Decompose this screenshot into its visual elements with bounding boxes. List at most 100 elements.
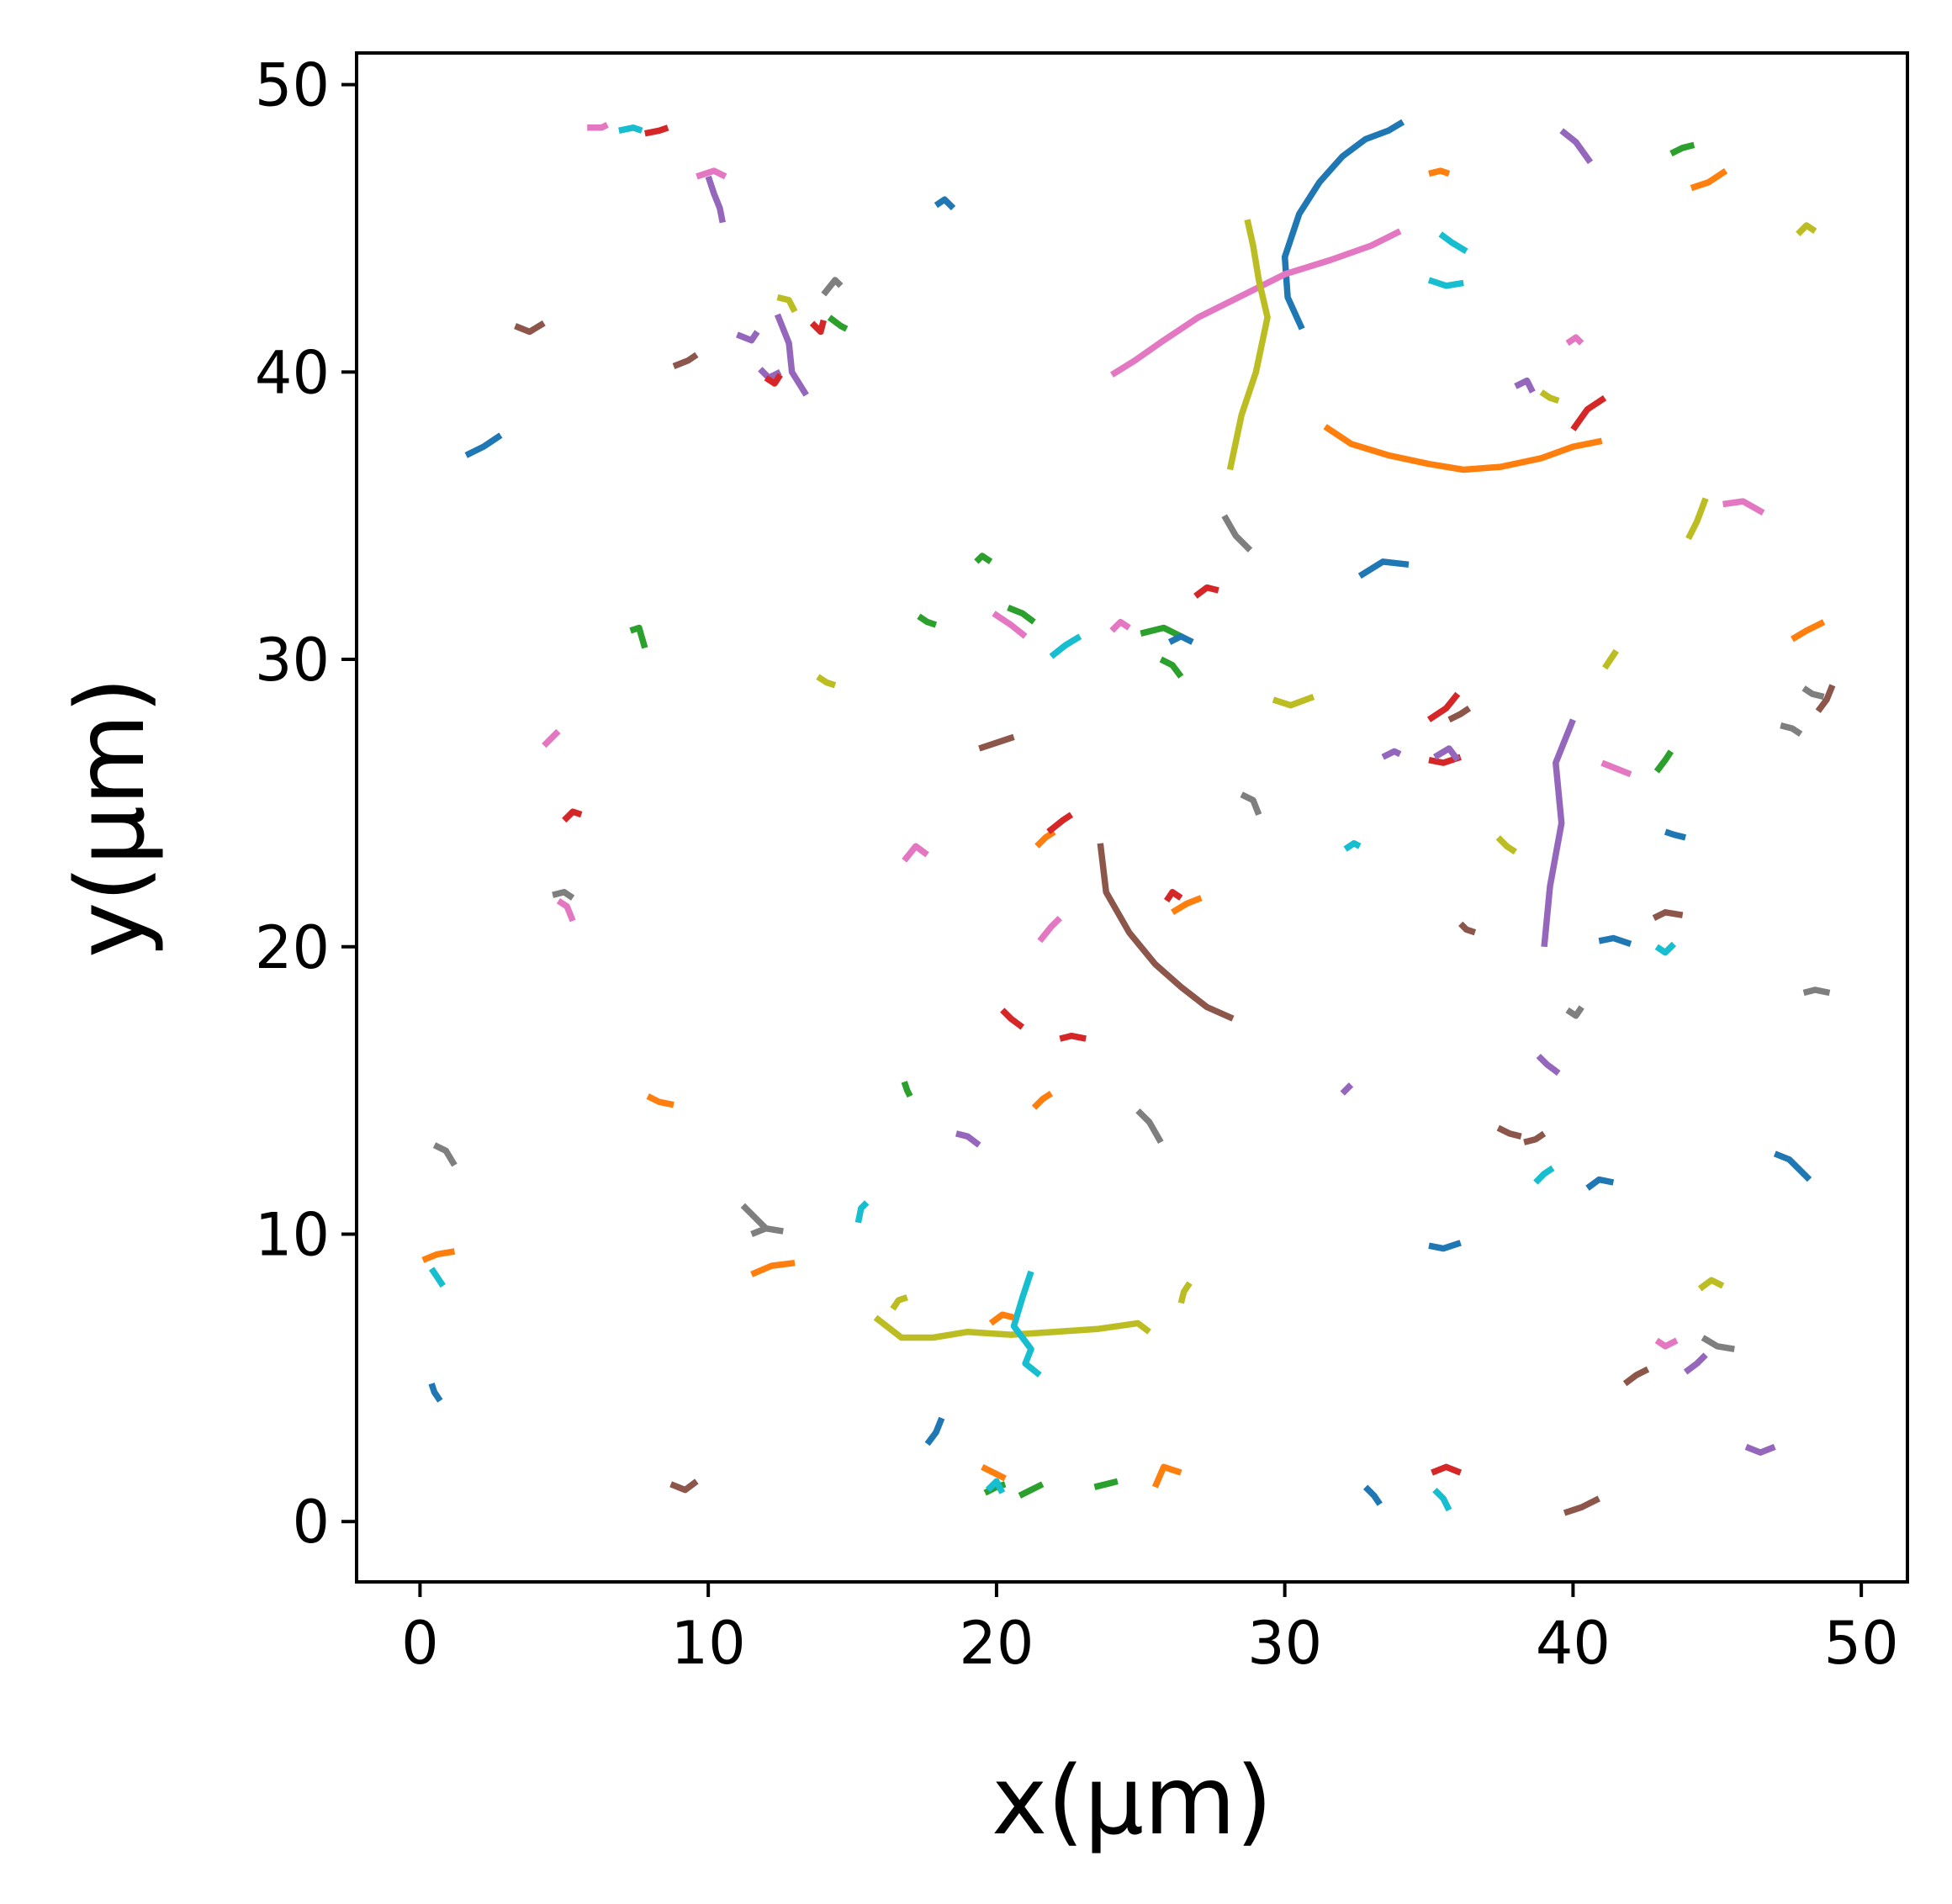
x-tick-label: 40 (1536, 1609, 1611, 1678)
trajectory-64 (1790, 619, 1826, 643)
trajectory-106 (854, 1200, 870, 1224)
trajectory-6 (873, 1314, 1151, 1341)
trajectory-53 (542, 728, 561, 748)
y-tick-label: 30 (255, 626, 330, 695)
trajectory-122 (669, 1478, 699, 1494)
trajectory-3 (1323, 424, 1603, 473)
trajectory-72 (1034, 828, 1056, 849)
trajectory-80 (1652, 909, 1684, 921)
trajectory-62 (1600, 759, 1632, 778)
trajectory-75 (1037, 915, 1062, 944)
y-tick-label: 40 (255, 338, 330, 407)
trajectory-41 (974, 553, 993, 565)
trajectory-97 (1533, 1165, 1555, 1185)
trajectory-36 (1685, 497, 1709, 541)
trajectory-22 (764, 373, 783, 387)
trajectory-55 (1240, 791, 1262, 816)
trajectory-10 (587, 122, 609, 131)
trajectory-2 (1226, 219, 1271, 471)
x-tick-label: 30 (1247, 1609, 1322, 1678)
trajectory-35 (1570, 394, 1607, 431)
trajectory-83 (1664, 828, 1687, 841)
y-axis: 0 10 20 30 40 50 (255, 51, 357, 1557)
trajectory-47 (1140, 624, 1182, 640)
trajectory-77 (1171, 895, 1203, 916)
plot-frame (355, 51, 1909, 1584)
trajectory-56 (1426, 691, 1461, 722)
trajectory-50 (629, 624, 648, 649)
trajectory-117 (924, 1416, 945, 1447)
trajectory-57 (1447, 705, 1472, 723)
trajectory-115 (1622, 1366, 1650, 1387)
x-tick-label: 50 (1824, 1609, 1899, 1678)
trajectory-9 (705, 175, 726, 224)
trajectory-7 (1010, 1270, 1042, 1378)
trajectory-100 (432, 1142, 458, 1167)
trajectory-118 (981, 1463, 1007, 1482)
trajectory-123 (1093, 1478, 1119, 1490)
trajectory-28 (1559, 128, 1594, 165)
trajectory-66 (1815, 684, 1836, 713)
trajectory-19 (514, 320, 546, 336)
trajectory-11 (618, 124, 643, 134)
trajectory-127 (1432, 1487, 1452, 1512)
trajectory-4 (1541, 718, 1576, 948)
trajectory-42 (917, 613, 938, 628)
trajectory-94 (1536, 1053, 1561, 1076)
trajectory-86 (1000, 1008, 1025, 1030)
trajectory-120 (985, 1478, 1006, 1494)
trajectory-93 (1340, 1082, 1354, 1096)
trajectory-87 (1059, 1032, 1087, 1042)
y-tick-label: 20 (255, 913, 330, 982)
y-tick-label: 0 (292, 1488, 330, 1557)
trajectory-33 (1514, 377, 1536, 394)
trajectory-29 (1669, 141, 1695, 156)
trajectory-71 (902, 843, 929, 863)
trajectory-111 (1697, 1277, 1725, 1292)
x-tick-label: 10 (671, 1609, 746, 1678)
y-tick-label: 50 (255, 51, 330, 120)
trajectory-25 (1428, 167, 1451, 177)
trajectory-8 (774, 313, 809, 397)
trajectory-32 (1565, 334, 1584, 346)
trajectory-88 (901, 1081, 913, 1098)
trajectory-63 (1653, 749, 1674, 774)
trajectory-128 (1563, 1495, 1600, 1516)
trajectory-125 (1362, 1484, 1383, 1506)
trajectory-102 (428, 1267, 446, 1288)
trajectory-129 (1744, 1443, 1776, 1456)
trajectory-98 (1585, 1176, 1615, 1191)
trajectory-49 (1159, 656, 1184, 679)
trajectory-26 (1438, 231, 1468, 255)
trajectory-91 (955, 1130, 981, 1148)
trajectory-31 (1796, 222, 1817, 236)
trajectory-38 (1221, 514, 1253, 553)
trajectory-113 (1701, 1335, 1735, 1352)
trajectory-105 (750, 1259, 796, 1277)
trajectory-16 (821, 277, 844, 297)
trajectory-30 (1690, 167, 1728, 192)
trajectory-104 (750, 1224, 784, 1237)
trajectory-39 (1357, 558, 1410, 579)
trajectory-37 (1722, 498, 1765, 516)
trajectory-121 (1018, 1481, 1045, 1499)
trajectory-23 (672, 352, 699, 369)
y-tick-label: 10 (255, 1201, 330, 1270)
trajectory-48 (1167, 632, 1194, 645)
trajectory-70 (556, 897, 576, 923)
trajectory-54 (978, 733, 1015, 752)
trajectory-69 (552, 889, 575, 901)
trajectory-103 (740, 1203, 769, 1231)
trajectory-44 (992, 611, 1028, 639)
trajectory-109 (1177, 1281, 1193, 1304)
x-tick-label: 20 (959, 1609, 1034, 1678)
trajectory-126 (1431, 1463, 1463, 1476)
trajectory-89 (646, 1093, 674, 1108)
trajectory-46 (1109, 618, 1131, 633)
trajectory-95 (1496, 1124, 1522, 1140)
trajectory-78 (1495, 835, 1517, 855)
trajectory-112 (1654, 1337, 1679, 1350)
trajectory-12 (644, 124, 669, 137)
trajectory-67 (1780, 722, 1803, 738)
trajectory-101 (421, 1248, 456, 1263)
